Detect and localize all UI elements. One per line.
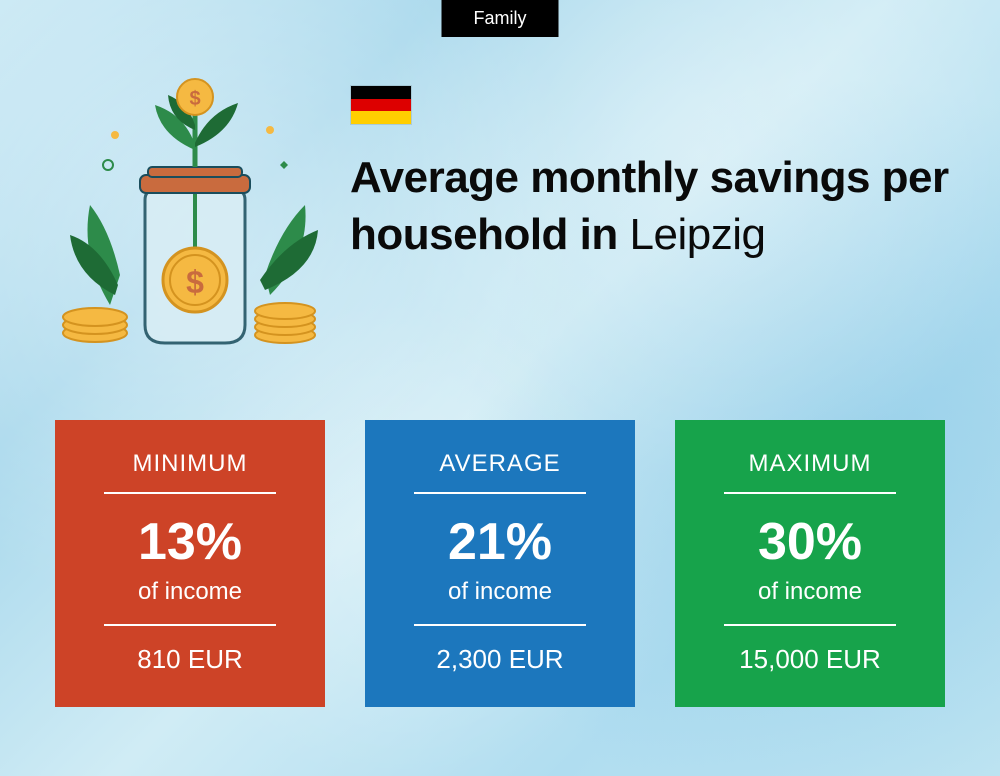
germany-flag-icon (350, 85, 412, 125)
page-title: Average monthly savings per household in… (350, 149, 960, 263)
svg-text:$: $ (186, 264, 204, 300)
card-subtext: of income (695, 578, 925, 606)
stat-card-minimum: MINIMUM 13% of income 810 EUR (55, 420, 325, 707)
card-amount: 15,000 EUR (695, 644, 925, 675)
card-divider (724, 624, 897, 626)
savings-jar-illustration: $ $ (60, 75, 320, 355)
card-divider (724, 492, 897, 494)
card-divider (414, 624, 587, 626)
title-block: Average monthly savings per household in… (350, 75, 960, 263)
card-subtext: of income (385, 578, 615, 606)
header-section: $ $ Average monthly savings (60, 75, 960, 355)
card-label: MINIMUM (75, 450, 305, 478)
card-percent: 21% (385, 512, 615, 572)
flag-stripe-black (351, 86, 411, 99)
stat-card-average: AVERAGE 21% of income 2,300 EUR (365, 420, 635, 707)
svg-text:$: $ (189, 88, 200, 110)
stat-card-maximum: MAXIMUM 30% of income 15,000 EUR (675, 420, 945, 707)
flag-stripe-red (351, 99, 411, 112)
card-divider (104, 624, 277, 626)
card-percent: 13% (75, 512, 305, 572)
flag-stripe-gold (351, 111, 411, 124)
card-amount: 810 EUR (75, 644, 305, 675)
card-divider (414, 492, 587, 494)
card-percent: 30% (695, 512, 925, 572)
card-label: AVERAGE (385, 450, 615, 478)
category-tag: Family (442, 0, 559, 37)
title-city-text: Leipzig (630, 210, 766, 259)
stat-cards-row: MINIMUM 13% of income 810 EUR AVERAGE 21… (55, 420, 945, 707)
card-subtext: of income (75, 578, 305, 606)
card-amount: 2,300 EUR (385, 644, 615, 675)
card-label: MAXIMUM (695, 450, 925, 478)
card-divider (104, 492, 277, 494)
